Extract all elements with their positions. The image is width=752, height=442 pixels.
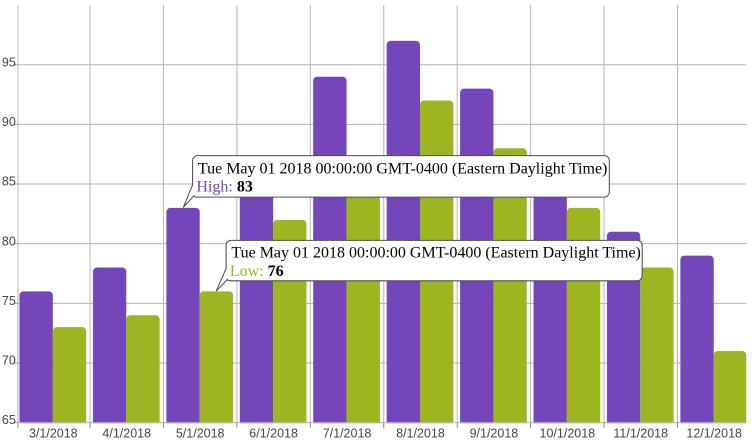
svg-text:95: 95 bbox=[2, 55, 16, 69]
svg-text:85: 85 bbox=[2, 175, 16, 189]
svg-text:8/1/2018: 8/1/2018 bbox=[396, 426, 445, 440]
svg-text:9/1/2018: 9/1/2018 bbox=[470, 426, 519, 440]
svg-text:Low: 76: Low: 76 bbox=[230, 263, 284, 280]
svg-text:6/1/2018: 6/1/2018 bbox=[249, 426, 298, 440]
svg-text:High: 83: High: 83 bbox=[196, 178, 252, 195]
svg-text:5/1/2018: 5/1/2018 bbox=[176, 426, 225, 440]
svg-text:75: 75 bbox=[2, 294, 16, 308]
svg-text:Tue May 01 2018 00:00:00 GMT-0: Tue May 01 2018 00:00:00 GMT-0400 (Easte… bbox=[198, 160, 607, 177]
svg-text:7/1/2018: 7/1/2018 bbox=[323, 426, 372, 440]
svg-text:4/1/2018: 4/1/2018 bbox=[102, 426, 151, 440]
svg-text:Tue May 01 2018 00:00:00 GMT-0: Tue May 01 2018 00:00:00 GMT-0400 (Easte… bbox=[231, 245, 640, 262]
svg-text:65: 65 bbox=[2, 413, 16, 427]
svg-text:10/1/2018: 10/1/2018 bbox=[540, 426, 596, 440]
svg-text:11/1/2018: 11/1/2018 bbox=[613, 426, 668, 440]
svg-text:3/1/2018: 3/1/2018 bbox=[29, 426, 78, 440]
svg-text:80: 80 bbox=[2, 234, 16, 248]
svg-text:90: 90 bbox=[2, 115, 16, 129]
svg-text:12/1/2018: 12/1/2018 bbox=[686, 426, 742, 440]
svg-text:70: 70 bbox=[2, 354, 16, 368]
